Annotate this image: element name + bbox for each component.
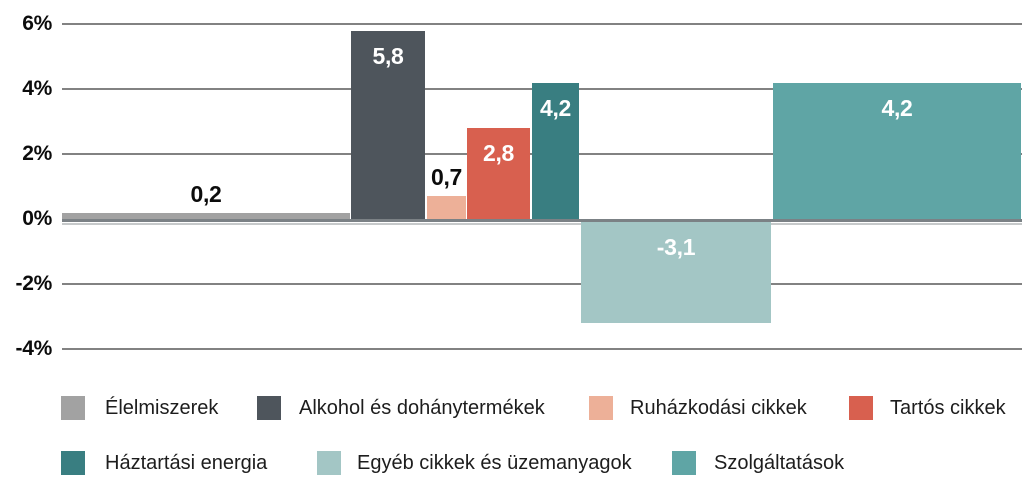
- legend-swatch-ruhazkodasi-cikkek: [589, 396, 613, 420]
- y-axis-tick-label: 0%: [22, 207, 52, 230]
- bar-alkohol-es-dohanytermekek: [351, 30, 425, 219]
- legend-swatch-szolgaltatasok: [672, 451, 696, 475]
- bar-value-label-egyeb-cikkek-es-uzemanyagok: -3,1: [656, 234, 696, 260]
- bar-szolgaltatasok: [773, 82, 1021, 219]
- bar-haztartasi-energia: [532, 82, 579, 219]
- zero-gridline: [62, 219, 1022, 222]
- legend-swatch-alkohol-es-dohanytermekek: [257, 396, 281, 420]
- y-axis-tick-label: -4%: [15, 337, 53, 360]
- bar-egyeb-cikkek-es-uzemanyagok: [581, 222, 771, 323]
- bar-elelmiszerek: [62, 212, 350, 219]
- legend-label-szolgaltatasok: Szolgáltatások: [714, 452, 845, 474]
- legend-label-ruhazkodasi-cikkek: Ruházkodási cikkek: [630, 397, 807, 419]
- legend-label-tartos-cikkek: Tartós cikkek: [890, 397, 1006, 419]
- bar-value-label-tartos-cikkek: 2,8: [482, 140, 515, 166]
- legend-swatch-elelmiszerek: [61, 396, 85, 420]
- legend-swatch-egyeb-cikkek-es-uzemanyagok: [317, 451, 341, 475]
- gridline: [62, 283, 1022, 285]
- bar-value-label-haztartasi-energia: 4,2: [539, 94, 572, 121]
- bar-value-label-elelmiszerek: 0,2: [190, 180, 222, 207]
- gridline: [62, 348, 1022, 350]
- legend-label-alkohol-es-dohanytermekek: Alkohol és dohánytermékek: [299, 397, 545, 419]
- y-axis-tick-label: -2%: [15, 272, 53, 295]
- y-axis-tick-label: 6%: [22, 12, 52, 35]
- bar-ruhazkodasi-cikkek: [427, 196, 466, 219]
- gridline: [62, 23, 1022, 25]
- bar-tartos-cikkek: [467, 128, 530, 219]
- legend-swatch-tartos-cikkek: [849, 396, 873, 420]
- y-axis-tick-label: 4%: [22, 77, 52, 100]
- bar-value-label-alkohol-es-dohanytermekek: 5,8: [372, 42, 404, 69]
- legend-swatch-haztartasi-energia: [61, 451, 85, 475]
- y-axis-tick-label: 2%: [22, 142, 52, 165]
- zero-gridline-shadow: [62, 223, 1022, 225]
- bar-value-label-szolgaltatasok: 4,2: [881, 94, 913, 121]
- bar-value-label-ruhazkodasi-cikkek: 0,7: [430, 164, 463, 191]
- legend-label-egyeb-cikkek-es-uzemanyagok: Egyéb cikkek és üzemanyagok: [357, 452, 632, 474]
- legend-label-haztartasi-energia: Háztartási energia: [105, 452, 268, 474]
- legend-label-elelmiszerek: Élelmiszerek: [105, 397, 219, 419]
